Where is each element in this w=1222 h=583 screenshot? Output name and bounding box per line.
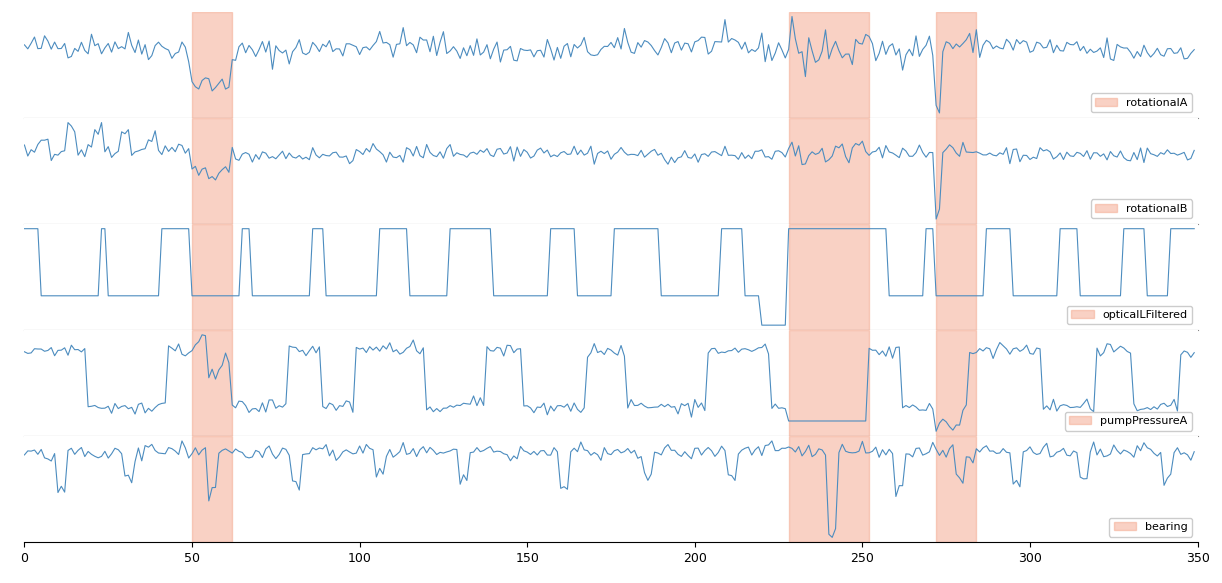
Bar — [192, 224, 232, 330]
Bar — [936, 436, 976, 542]
Bar — [788, 436, 869, 542]
Bar — [788, 118, 869, 224]
Legend: opticalLFiltered: opticalLFiltered — [1067, 305, 1191, 324]
Legend: rotationalB: rotationalB — [1090, 199, 1191, 218]
Bar — [192, 118, 232, 224]
Bar — [936, 224, 976, 330]
Legend: bearing: bearing — [1110, 518, 1191, 536]
Legend: pumpPressureA: pumpPressureA — [1064, 412, 1191, 430]
Legend: rotationalA: rotationalA — [1090, 93, 1191, 112]
Bar — [788, 330, 869, 436]
Bar — [788, 224, 869, 330]
Bar — [192, 12, 232, 118]
Bar — [192, 330, 232, 436]
Bar — [936, 330, 976, 436]
Bar — [936, 12, 976, 118]
Bar — [936, 118, 976, 224]
Bar — [192, 436, 232, 542]
Bar — [788, 12, 869, 118]
